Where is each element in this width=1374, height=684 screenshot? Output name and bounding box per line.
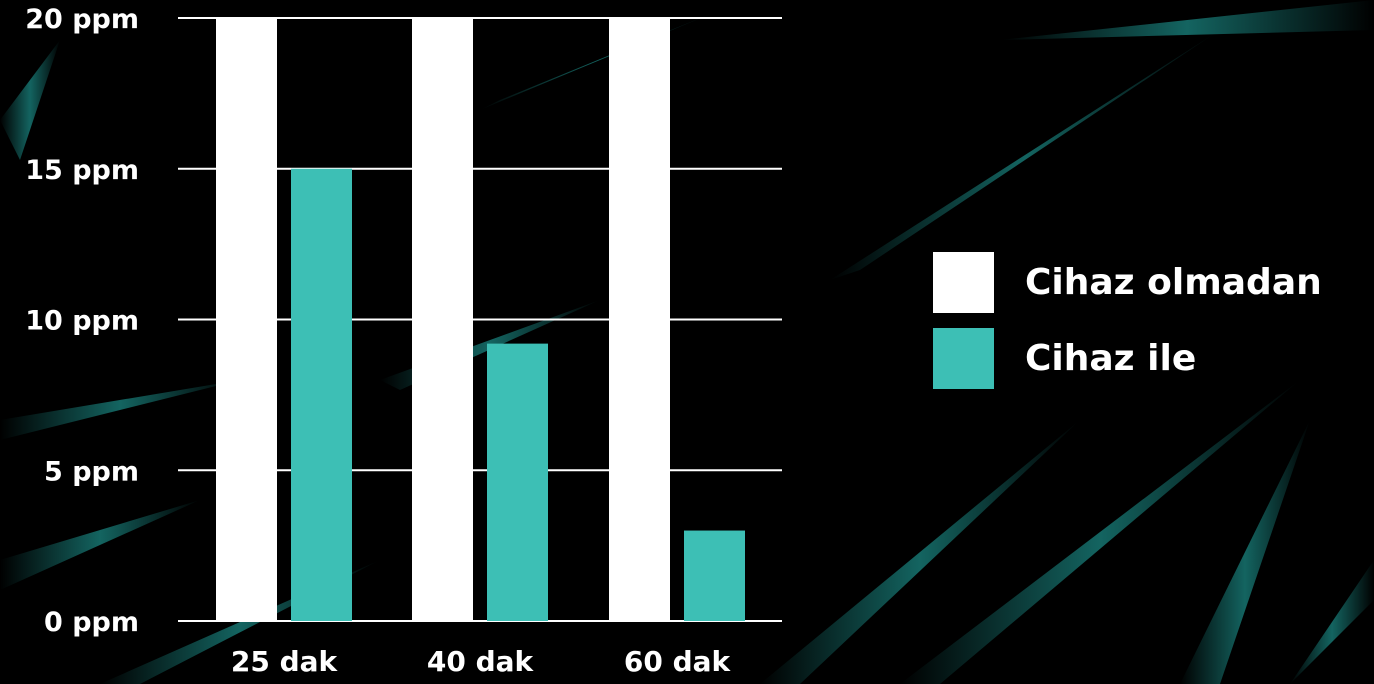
legend-label-with-device: Cihaz ile (1025, 338, 1197, 379)
bar-without-device-2 (412, 18, 473, 621)
grid-lines (178, 17, 782, 622)
bar-with-device-3 (684, 530, 745, 621)
bar-without-device-1 (216, 18, 277, 621)
x-category-label: 60 dak (624, 645, 732, 678)
legend-item-without-device: Cihaz olmadan (933, 252, 1322, 313)
legend: Cihaz olmadan Cihaz ile (933, 252, 1322, 404)
bars (216, 18, 745, 621)
x-category-label: 40 dak (427, 645, 535, 678)
y-tick-label: 10 ppm (25, 306, 139, 337)
legend-swatch-without-device (933, 252, 994, 313)
bar-with-device-2 (487, 343, 548, 621)
bar-without-device-3 (609, 18, 670, 621)
bar-with-device-1 (291, 168, 352, 621)
y-axis-ticks: 0 ppm 5 ppm 10 ppm 15 ppm 20 ppm (25, 4, 139, 638)
y-tick-label: 15 ppm (25, 155, 139, 186)
legend-swatch-with-device (933, 328, 994, 389)
legend-label-without-device: Cihaz olmadan (1025, 262, 1322, 303)
x-category-label: 25 dak (231, 645, 339, 678)
legend-item-with-device: Cihaz ile (933, 328, 1322, 389)
y-tick-label: 20 ppm (25, 4, 139, 35)
y-tick-label: 0 ppm (44, 607, 139, 638)
x-axis-categories: 25 dak 40 dak 60 dak (231, 645, 732, 678)
y-tick-label: 5 ppm (44, 456, 139, 487)
